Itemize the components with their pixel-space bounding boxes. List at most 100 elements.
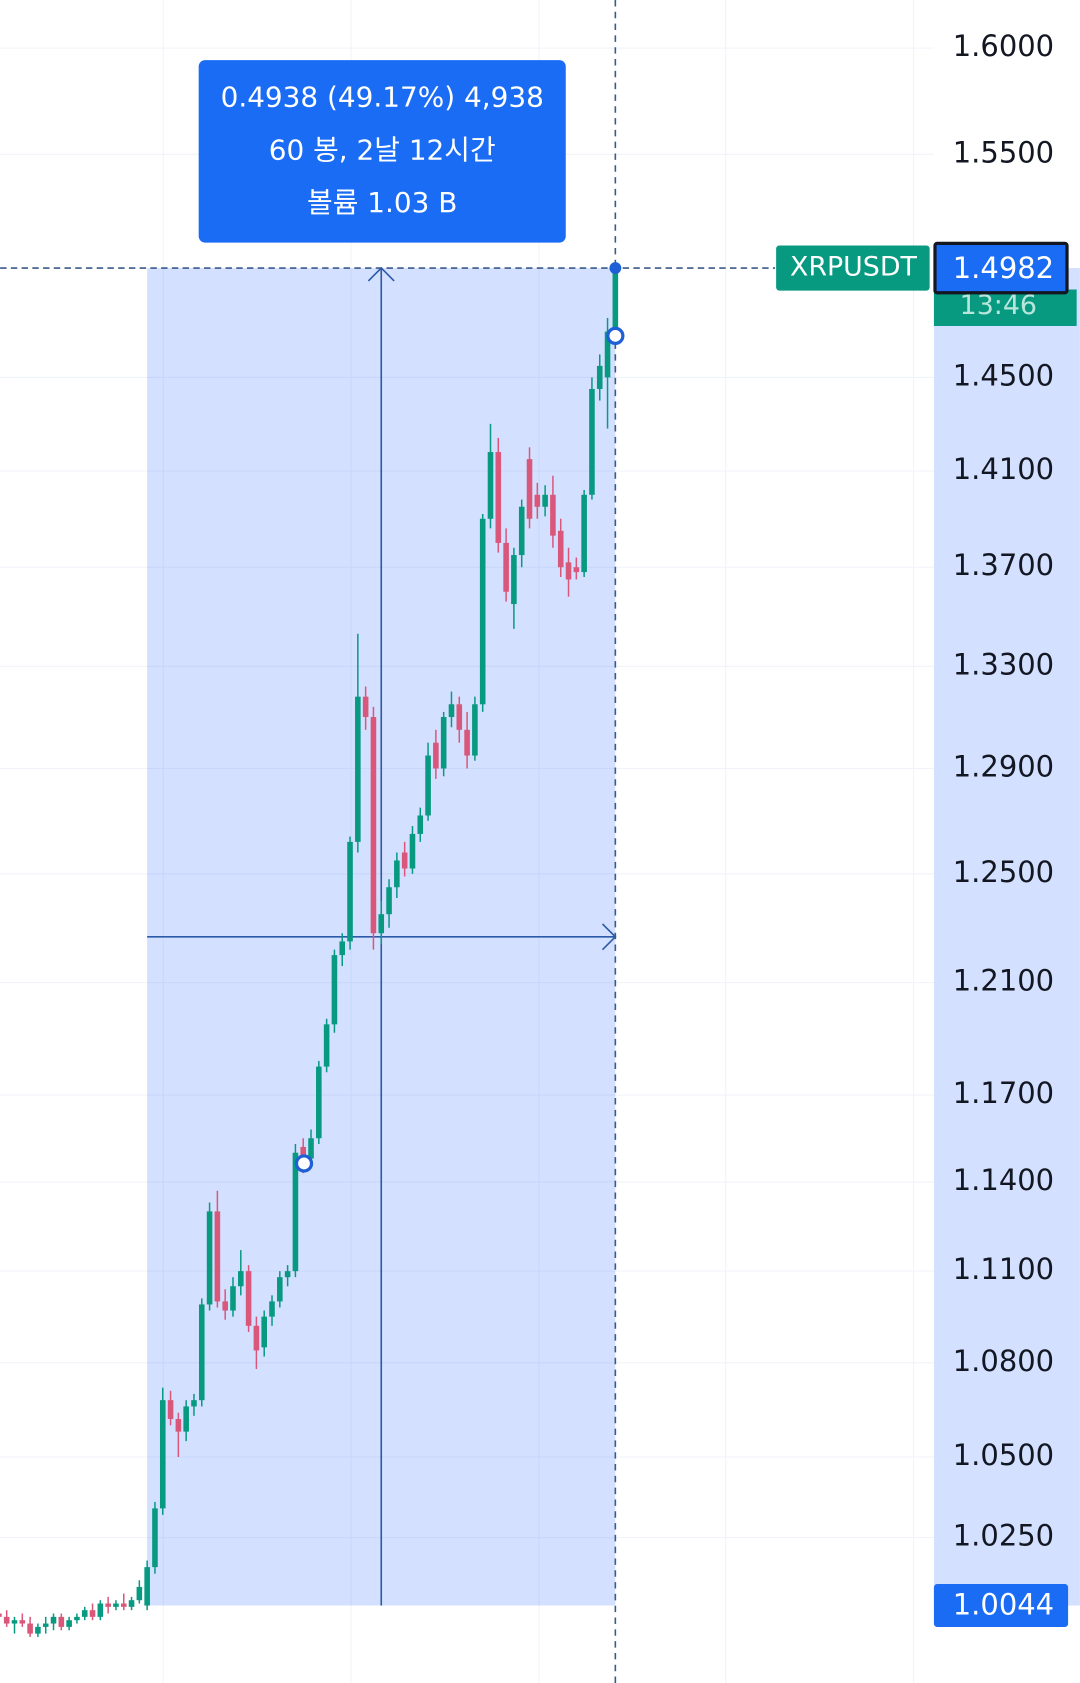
candle-body xyxy=(526,459,533,519)
y-tick-label: 1.1700 xyxy=(953,1076,1054,1110)
candle-body xyxy=(238,1271,244,1287)
candle-body xyxy=(58,1616,65,1627)
candle-body xyxy=(401,852,408,869)
candle-body xyxy=(542,494,548,507)
candle-body xyxy=(479,518,486,705)
candle-body xyxy=(183,1406,189,1432)
candle-body xyxy=(269,1301,275,1317)
candle-body xyxy=(433,742,439,769)
candle-body xyxy=(511,555,517,605)
y-tick-label: 1.3300 xyxy=(953,647,1054,681)
y-tick-label: 1.1400 xyxy=(953,1163,1054,1197)
candle-body xyxy=(596,365,603,389)
candle-body xyxy=(464,729,470,756)
candle-body xyxy=(448,704,455,718)
candle-body xyxy=(152,1508,158,1568)
candle-body xyxy=(35,1626,41,1634)
anchor-point xyxy=(294,1154,314,1173)
candle-body xyxy=(292,1152,299,1272)
candle-body xyxy=(300,1146,307,1159)
candle-body xyxy=(503,542,509,592)
grid xyxy=(0,0,934,1683)
symbol-label-bg xyxy=(776,245,930,291)
anchor-point xyxy=(606,326,625,346)
candle-body xyxy=(604,331,611,378)
candle-body xyxy=(198,1304,205,1401)
candle-body xyxy=(316,1066,322,1139)
last-price-bg xyxy=(933,241,1069,295)
candle-body xyxy=(339,941,346,956)
candle-body xyxy=(214,1211,221,1302)
candle-body xyxy=(386,887,392,915)
candle-body xyxy=(245,1271,252,1326)
candle-body xyxy=(425,755,431,816)
candle-body xyxy=(440,717,447,769)
candle-body xyxy=(27,1623,33,1634)
y-tick-label: 1.0250 xyxy=(953,1519,1054,1553)
candle-body xyxy=(394,860,400,888)
last-price-dot xyxy=(609,262,622,274)
candle-body xyxy=(573,567,580,573)
candle-body xyxy=(206,1211,213,1305)
candle-body xyxy=(0,1613,2,1617)
candle-body xyxy=(230,1286,236,1311)
range-low-label: 1.0044 xyxy=(953,1588,1054,1622)
candle-body xyxy=(50,1616,57,1624)
candle-body xyxy=(495,452,502,543)
candle-body xyxy=(253,1325,260,1351)
y-tick-label: 1.4100 xyxy=(953,452,1054,486)
candle-body xyxy=(175,1419,182,1432)
candle-body xyxy=(417,815,424,834)
candle-body xyxy=(3,1616,10,1624)
last-price-label: 1.4982 xyxy=(953,251,1054,285)
candle-body xyxy=(277,1277,283,1302)
y-tick-label: 1.6000 xyxy=(953,29,1054,63)
candle-body xyxy=(518,506,525,556)
candle-body xyxy=(612,268,619,332)
measure-tooltip-line: 60 봉, 2날 12시간 xyxy=(269,133,496,166)
candle-body xyxy=(362,696,369,718)
candle-body xyxy=(589,388,595,495)
y-tick-label: 1.5500 xyxy=(953,135,1054,169)
y-tick-label: 1.1100 xyxy=(953,1252,1054,1286)
candle-body xyxy=(370,717,377,934)
candle-body xyxy=(11,1620,18,1624)
candle-body xyxy=(159,1400,166,1509)
y-tick-label: 1.4500 xyxy=(953,358,1054,392)
candle-body xyxy=(167,1400,174,1420)
candle-body xyxy=(472,704,478,756)
candle-body xyxy=(284,1271,291,1278)
range-low-bg xyxy=(933,1584,1069,1627)
y-tick-label: 1.2900 xyxy=(953,749,1054,783)
candle-body xyxy=(308,1138,314,1159)
measure-tooltip-line: 0.4938 (49.17%) 4,938 xyxy=(221,81,544,114)
axis-range-highlight xyxy=(933,268,1080,1606)
candle-body xyxy=(191,1400,197,1407)
y-tick-label: 1.0500 xyxy=(953,1438,1054,1472)
candle-body xyxy=(331,955,338,1025)
candle-body xyxy=(136,1586,143,1601)
candle-body xyxy=(120,1603,127,1607)
candle-body xyxy=(128,1600,135,1607)
y-tick-label: 1.2500 xyxy=(953,855,1054,889)
candle-body xyxy=(113,1603,119,1607)
candle-body xyxy=(565,562,572,580)
candle-body xyxy=(378,914,385,934)
candle-body xyxy=(74,1616,80,1621)
y-tick-label: 1.3700 xyxy=(953,548,1054,582)
candle-body xyxy=(456,704,463,730)
candle-body xyxy=(581,494,587,573)
candle-body xyxy=(347,841,353,942)
countdown: 13:46 xyxy=(960,290,1037,321)
candle-body xyxy=(222,1301,228,1311)
measure-tooltip-line: 볼륨 1.03 B xyxy=(307,186,457,219)
countdown-bg xyxy=(933,289,1077,326)
candle-body xyxy=(42,1623,49,1627)
candle-body xyxy=(557,530,564,568)
candle-body xyxy=(550,494,556,536)
candle-body xyxy=(144,1567,150,1606)
measure-tooltip xyxy=(198,60,566,243)
candle-body xyxy=(487,452,494,519)
